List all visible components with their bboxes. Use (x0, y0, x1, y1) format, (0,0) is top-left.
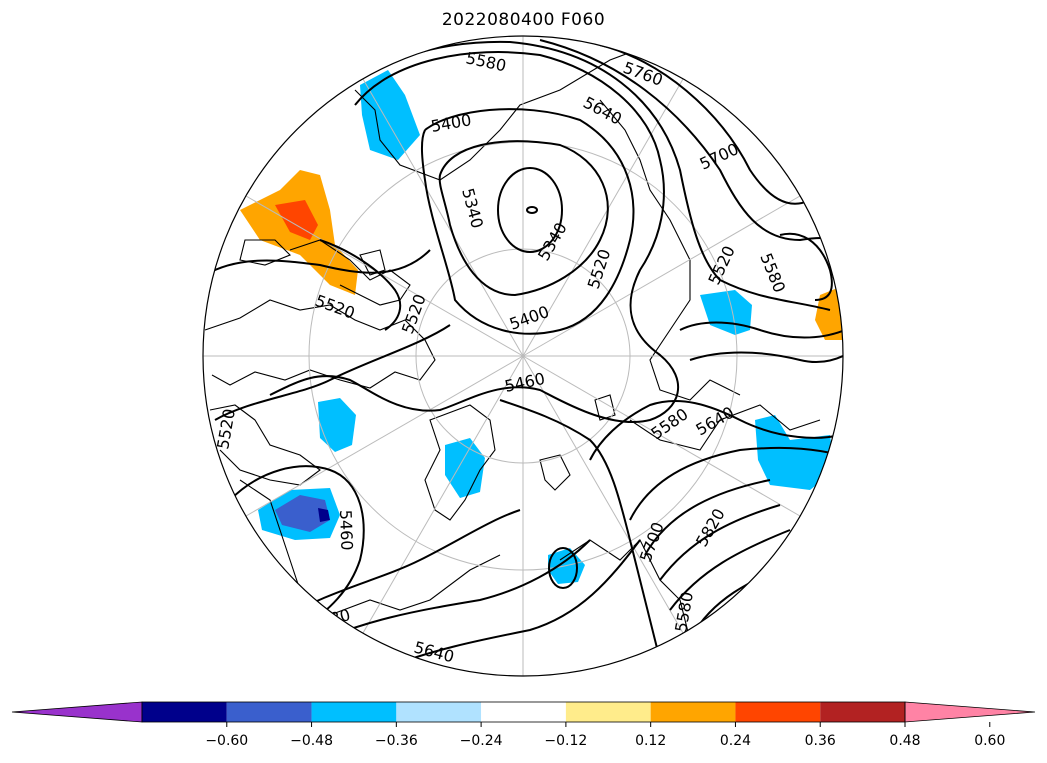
coastlines (204, 44, 821, 641)
contour-label: 5520 (584, 247, 615, 292)
colorbar-tick-label: −0.60 (205, 733, 248, 749)
colorbar-cell (820, 702, 905, 722)
anomaly-patch-red (275, 200, 318, 240)
anomaly-patch-blue (360, 70, 420, 160)
contour-label: 5580 (756, 250, 789, 295)
contour-label: 5580 (308, 605, 352, 634)
colorbar-cell (311, 702, 397, 722)
colorbar-tick-label: 0.36 (805, 733, 836, 749)
colorbar-tick-label: 0.12 (635, 733, 666, 749)
colorbar-frame (141, 701, 906, 723)
polar-map: 5580 5760 5640 5400 5700 5340 5340 5520 … (202, 35, 844, 677)
contour-label: 5460 (336, 509, 356, 550)
anomaly-patch-navy (318, 508, 330, 522)
contour-label: 5700 (636, 520, 668, 565)
map-boundary (202, 35, 844, 677)
colorbar-tick-label: −0.12 (544, 733, 587, 749)
colorbar-tick-label: 0.48 (889, 733, 920, 749)
colorbar-cells (11, 701, 1036, 723)
contour-label: 5760 (621, 58, 666, 90)
colorbar-cell (735, 702, 821, 722)
graticule (203, 36, 843, 676)
colorbar-cell (650, 702, 736, 722)
colorbar-cell (226, 702, 312, 722)
colorbar-cell (142, 702, 227, 722)
anomaly-patch-blue (318, 398, 356, 452)
contour-label: 5580 (647, 404, 691, 443)
contour-label: 5400 (429, 110, 472, 136)
contour-label: 5340 (458, 186, 487, 230)
colorbar-tick-label: 0.60 (974, 733, 1005, 749)
colorbar-tick-label: 0.24 (720, 733, 751, 749)
colorbar-extend-low (11, 701, 143, 723)
contour-label: 5640 (412, 638, 456, 667)
colorbar-cell (565, 702, 651, 722)
anomaly-patch-mid-blue (275, 495, 330, 532)
colorbar-extend-high (904, 701, 1036, 723)
colorbar-cell (481, 702, 566, 722)
colorbar-tick-label: −0.24 (460, 733, 503, 749)
colorbar: −0.60 −0.48 −0.36 −0.24 −0.12 0.12 0.24 0.36 0.4… (11, 701, 1036, 749)
colorbar-tick-label: −0.48 (290, 733, 333, 749)
contour-label: 5520 (213, 407, 239, 450)
colorbar-tick-label: −0.36 (375, 733, 418, 749)
map-title: 2022080400 F060 (441, 10, 606, 30)
anomaly-patch-blue (700, 290, 752, 335)
contour-label: 5400 (507, 302, 552, 334)
contour-label: 5520 (313, 291, 358, 323)
anomaly-patch-blue (445, 438, 485, 498)
contour-label: 5460 (503, 369, 547, 396)
anomaly-shading (240, 70, 843, 584)
colorbar-cell (396, 702, 482, 722)
colorbar-ticks: −0.60 −0.48 −0.36 −0.24 −0.12 0.12 0.24 0.36 0.4… (205, 722, 1005, 749)
